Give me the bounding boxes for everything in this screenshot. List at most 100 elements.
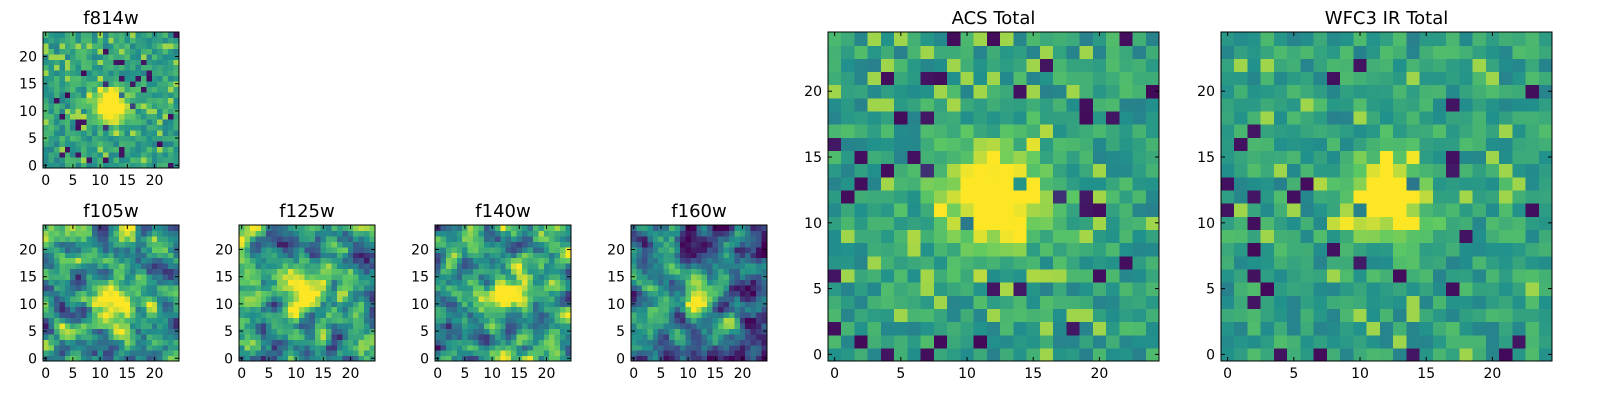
heatmap-cell (309, 322, 316, 329)
heatmap-cell (756, 290, 763, 297)
heatmap-cell (293, 241, 300, 248)
heatmap-cell (522, 301, 529, 308)
heatmap-cell (130, 350, 137, 357)
heatmap-cell (973, 137, 988, 152)
heatmap-cell (663, 268, 670, 275)
heatmap-cell (690, 317, 697, 324)
heatmap-cell (135, 301, 142, 308)
heatmap-cell (1313, 97, 1328, 112)
heatmap-cell (140, 290, 147, 297)
heatmap-cell (854, 97, 869, 112)
heatmap-cell (347, 290, 354, 297)
heatmap-cell (663, 306, 670, 313)
heatmap-cell (108, 37, 115, 44)
heatmap-cell (456, 225, 463, 232)
heatmap-cell (549, 306, 556, 313)
heatmap-cell (1273, 308, 1288, 323)
heatmap-cell (53, 80, 60, 87)
heatmap-cell (516, 333, 523, 340)
heatmap-cell (1273, 268, 1288, 283)
heatmap-cell (718, 322, 725, 329)
heatmap-cell (880, 282, 895, 296)
heatmap-cell (894, 163, 909, 178)
heatmap-cell (309, 306, 316, 313)
heatmap-cell (947, 97, 961, 112)
heatmap-cell (1512, 268, 1527, 283)
heatmap-cell (358, 241, 365, 248)
heatmap-cell (146, 113, 153, 120)
heatmap-cell (102, 59, 109, 66)
heatmap-cell (309, 235, 316, 242)
heatmap-cell (1234, 203, 1249, 217)
heatmap-cell (119, 333, 126, 340)
heatmap-cell (342, 344, 349, 351)
heatmap-cell (538, 344, 545, 351)
heatmap-cell (1260, 203, 1275, 217)
heatmap-cell (1145, 229, 1160, 244)
heatmap-cell (48, 235, 55, 242)
heatmap-cell (527, 328, 534, 335)
heatmap-cell (1000, 334, 1014, 349)
heatmap-cell (435, 322, 442, 329)
heatmap-cell (315, 328, 322, 335)
heatmap-cell (707, 263, 714, 270)
heatmap-cell (1432, 97, 1447, 112)
heatmap-cell (723, 328, 730, 335)
heatmap-cell (456, 317, 463, 324)
heatmap-cell (483, 290, 490, 297)
heatmap-cell (1119, 137, 1134, 152)
heatmap-cell (135, 135, 142, 142)
heatmap-cell (1053, 137, 1067, 152)
heatmap-cell (1419, 124, 1434, 138)
heatmap-cell (59, 263, 66, 270)
heatmap-cell (1340, 216, 1354, 230)
heatmap-cell (451, 344, 458, 351)
heatmap-cell (658, 279, 665, 286)
heatmap-cell (48, 317, 55, 324)
heatmap-cell (456, 241, 463, 248)
heatmap-cell (108, 350, 115, 357)
heatmap-cell (157, 70, 164, 77)
heatmap-cell (543, 246, 550, 253)
heatmap-cell (880, 124, 895, 138)
heatmap-cell (1079, 229, 1094, 244)
heatmap-cell (331, 306, 338, 313)
heatmap-cell (734, 268, 741, 275)
heatmap-cell (1313, 321, 1328, 336)
heatmap-cell (1353, 255, 1368, 270)
heatmap-cell (560, 268, 567, 275)
heatmap-cell (1326, 84, 1341, 99)
heatmap-cell (1459, 58, 1474, 73)
heatmap-cell (1525, 71, 1540, 86)
heatmap-cell (168, 42, 175, 49)
heatmap-cell (1092, 189, 1107, 204)
heatmap-cell (173, 59, 180, 66)
heatmap-cell (1053, 71, 1067, 86)
heatmap-cell (168, 86, 175, 93)
heatmap-cell (81, 322, 88, 329)
heatmap-cell (685, 350, 692, 357)
heatmap-cell (1419, 150, 1434, 165)
heatmap-cell (1340, 268, 1354, 283)
heatmap-cell (841, 255, 856, 270)
heatmap-cell (728, 301, 735, 308)
heatmap-cell (478, 355, 485, 362)
heatmap-cell (70, 333, 77, 340)
heatmap-cell (326, 328, 333, 335)
heatmap-cell (151, 86, 158, 93)
heatmap-cell (489, 328, 496, 335)
heatmap-cell (1340, 150, 1354, 165)
heatmap-cell (1393, 32, 1407, 46)
heatmap-cell (718, 284, 725, 291)
heatmap-cell (1472, 268, 1487, 283)
heatmap-cell (679, 230, 686, 237)
heatmap-cell (86, 273, 93, 280)
heatmap-cell (828, 347, 842, 362)
heatmap-cell (173, 151, 180, 158)
heatmap-cell (1419, 229, 1434, 244)
heatmap-cell (1026, 229, 1041, 244)
heatmap-cell (462, 306, 469, 313)
heatmap-cell (1119, 295, 1134, 309)
heatmap-cell (151, 75, 158, 82)
heatmap-cell (108, 119, 115, 126)
